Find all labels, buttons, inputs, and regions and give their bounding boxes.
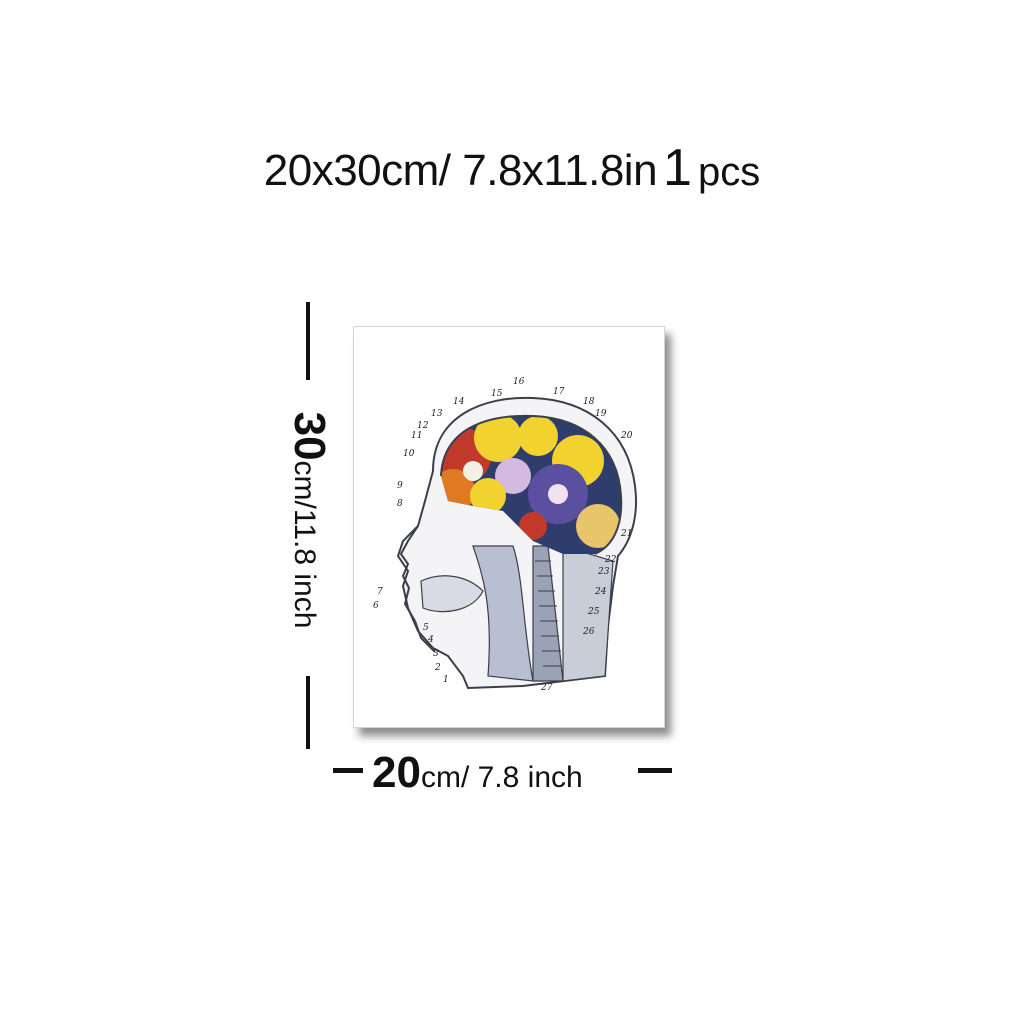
- callout-7: 7: [377, 587, 383, 597]
- callout-3: 3: [433, 649, 439, 659]
- callout-18: 18: [583, 397, 595, 407]
- callout-11: 11: [411, 431, 422, 441]
- callout-27: 27: [540, 683, 553, 693]
- callout-13: 13: [431, 409, 443, 419]
- callout-2: 2: [434, 663, 441, 673]
- callout-17: 17: [553, 387, 565, 397]
- callout-8: 8: [397, 499, 403, 509]
- headline-quantity: 1: [663, 139, 692, 197]
- headline: 20x30cm/ 7.8x11.8in 1 pcs: [0, 138, 1024, 198]
- mouth-region: [420, 575, 484, 613]
- callout-1: 1: [443, 675, 449, 685]
- callout-4: 4: [427, 635, 434, 645]
- callout-6: 6: [373, 601, 379, 611]
- height-value: 30: [285, 411, 334, 461]
- callout-26: 26: [582, 627, 595, 637]
- callout-24: 24: [594, 587, 607, 597]
- callout-16: 16: [513, 377, 525, 387]
- width-value: 20: [372, 748, 421, 797]
- width-dimension-label: 20cm/ 7.8 inch: [372, 748, 583, 798]
- vertebrae-lines: [535, 560, 562, 667]
- callout-12: 12: [417, 421, 429, 431]
- callout-25: 25: [587, 607, 600, 617]
- callout-20: 20: [620, 431, 633, 441]
- height-dimension-label: 30cm/11.8 inch: [284, 412, 334, 629]
- callout-numbers: 16 15 17 18 19 20 21 22 23 24 25 26 27 1…: [373, 377, 633, 693]
- callout-5: 5: [423, 623, 429, 633]
- height-unit: cm/11.8 inch: [288, 460, 321, 629]
- callout-23: 23: [597, 567, 610, 577]
- anatomy-flower-artwork: 16 15 17 18 19 20 21 22 23 24 25 26 27 1…: [373, 377, 637, 693]
- width-unit: cm/ 7.8 inch: [420, 761, 583, 794]
- callout-15: 15: [491, 389, 503, 399]
- height-dimension-line-top: [306, 302, 310, 380]
- neck-back: [562, 545, 614, 682]
- face-profile: [399, 525, 436, 653]
- headline-size: 20x30cm/ 7.8x11.8in: [263, 146, 658, 195]
- callout-14: 14: [453, 397, 465, 407]
- callout-9: 9: [397, 481, 403, 491]
- callout-21: 21: [620, 529, 632, 539]
- headline-unit: pcs: [697, 150, 761, 194]
- height-dimension-line-bottom: [306, 676, 310, 749]
- canvas-print: 16 15 17 18 19 20 21 22 23 24 25 26 27 1…: [353, 326, 665, 728]
- callout-10: 10: [403, 449, 415, 459]
- width-dimension-dash-left: [333, 768, 363, 773]
- callout-22: 22: [604, 555, 617, 565]
- width-dimension-dash-right: [638, 768, 672, 773]
- callout-19: 19: [595, 409, 607, 419]
